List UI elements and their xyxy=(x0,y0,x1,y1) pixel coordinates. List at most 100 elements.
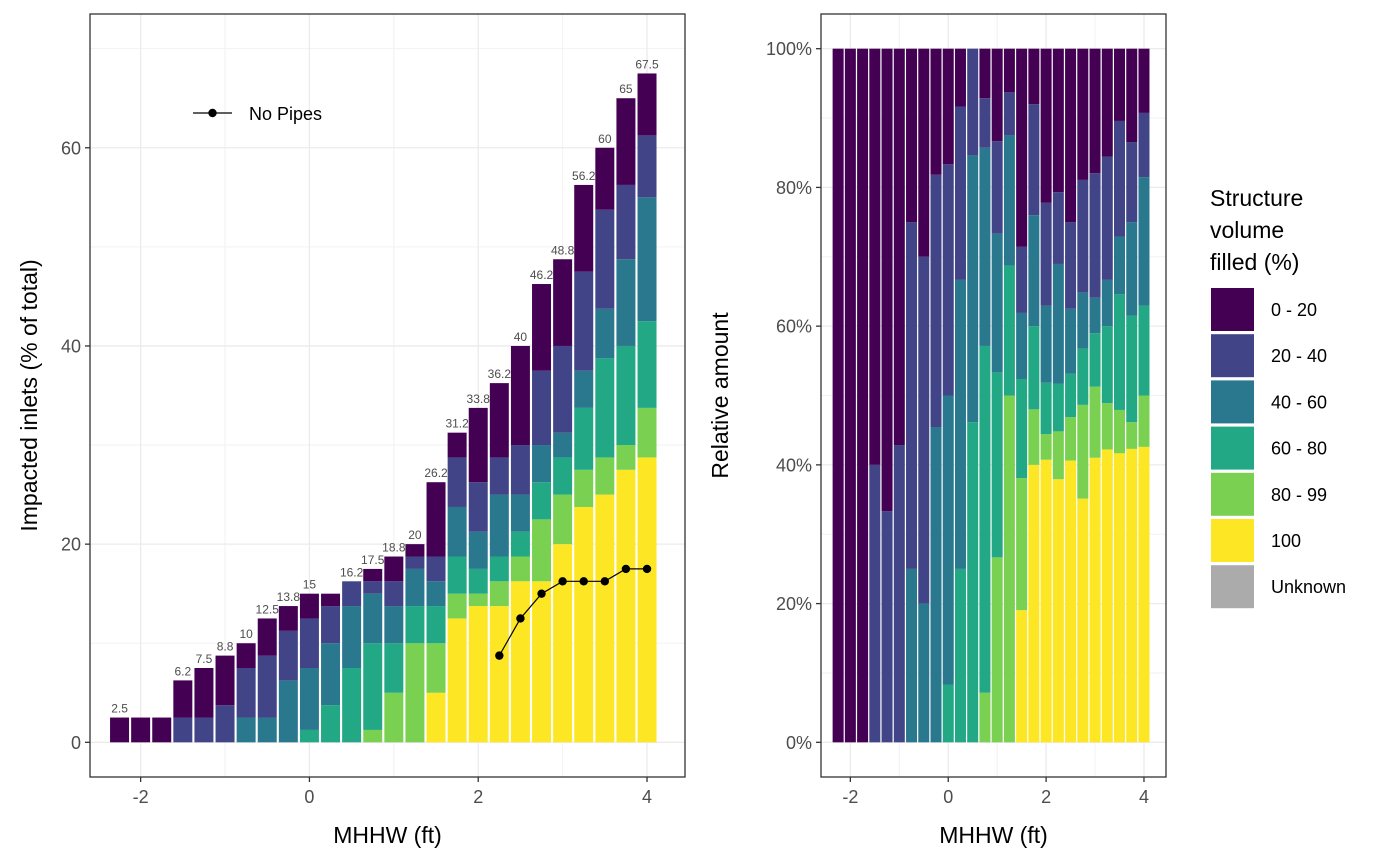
line-legend: No Pipes xyxy=(193,104,322,124)
bar-segment xyxy=(110,717,130,743)
bar-segment xyxy=(1114,409,1126,454)
bar-segment xyxy=(426,692,446,743)
bar-segment xyxy=(1016,378,1028,479)
bar-segment xyxy=(278,630,298,681)
bar-segment xyxy=(1016,312,1028,379)
bar-segment xyxy=(979,692,991,743)
bar-segment xyxy=(930,48,942,175)
bar-segment xyxy=(979,48,991,99)
bar-segment xyxy=(447,593,467,619)
bar-total-label: 18.8 xyxy=(382,541,406,555)
bar-segment xyxy=(881,511,893,743)
bar-segment xyxy=(893,48,905,446)
bar-segment xyxy=(342,606,362,668)
bar-segment xyxy=(1126,448,1138,743)
bar-segment xyxy=(1101,48,1113,157)
bar-total-label: 6.2 xyxy=(174,664,191,678)
bar-segment xyxy=(1089,333,1101,387)
x-tick-label: 0 xyxy=(943,787,953,807)
bar-total-label: 7.5 xyxy=(196,652,213,666)
bar-segment xyxy=(1138,177,1150,306)
bar-segment xyxy=(616,259,636,346)
bar-segment xyxy=(574,407,594,470)
bar-segment xyxy=(510,581,530,743)
panel-impacted-inlets: 2.56.27.58.81012.513.81516.217.518.82026… xyxy=(16,13,686,848)
bar-segment xyxy=(1077,498,1089,743)
bar-segment xyxy=(553,457,573,495)
panel-relative-amount: -2 0 2 40%20%40%60%80%100%MHHW (ft)Relative… xyxy=(707,13,1167,848)
bar-segment xyxy=(1114,48,1126,121)
bar-segment xyxy=(616,184,636,260)
bar-segment xyxy=(1065,48,1077,223)
line-legend-label: No Pipes xyxy=(249,104,322,124)
bar-segment xyxy=(405,556,425,569)
legend-title: volume xyxy=(1210,217,1284,243)
bar-segment xyxy=(1138,395,1150,447)
y-tick-label: 20 xyxy=(61,535,81,555)
legend-key-label: 40 - 60 xyxy=(1271,392,1327,412)
bar-segment xyxy=(1052,431,1064,480)
bar-segment xyxy=(489,581,509,607)
bar-segment xyxy=(979,147,991,346)
bar-segment xyxy=(510,445,530,495)
bar-segment xyxy=(1089,173,1101,298)
legend-key-label: 80 - 99 xyxy=(1271,485,1327,505)
y-tick-label: 0% xyxy=(786,733,812,753)
y-axis-title: Impacted inlets (% of total) xyxy=(16,259,42,531)
legend-key-swatch xyxy=(1211,519,1254,562)
bar-segment xyxy=(384,692,404,743)
bar-total-label: 2.5 xyxy=(111,702,128,716)
bar-segment xyxy=(278,680,298,743)
bar-segment xyxy=(942,684,954,743)
bar-segment xyxy=(321,593,341,607)
bar-segment xyxy=(321,606,341,644)
bar-segment xyxy=(1089,386,1101,458)
bar-segment xyxy=(321,705,341,743)
no-pipes-point xyxy=(579,577,588,586)
bar-segment xyxy=(553,432,573,458)
bar-segment xyxy=(637,73,657,136)
bar-segment xyxy=(1101,449,1113,743)
bar-segment xyxy=(384,556,404,582)
bar-segment xyxy=(152,717,172,743)
panel-border xyxy=(89,13,686,778)
bar-segment xyxy=(991,141,1003,234)
x-axis-title: MHHW (ft) xyxy=(939,822,1048,848)
y-tick-label: 60 xyxy=(61,138,81,158)
bar-segment xyxy=(532,284,552,371)
bar-segment xyxy=(468,568,488,594)
bar-total-label: 60 xyxy=(598,132,612,146)
y-axis-title: Relative amount xyxy=(707,312,733,479)
bar-segment xyxy=(954,568,966,743)
bar-segment xyxy=(405,568,425,607)
bar-segment xyxy=(595,147,615,210)
bar-segment xyxy=(1101,326,1113,404)
bar-segment xyxy=(918,256,930,604)
bar-segment xyxy=(918,603,930,743)
bar-segment xyxy=(1052,383,1064,432)
bar-segment xyxy=(637,457,657,743)
bar-segment xyxy=(363,581,383,594)
bar-segment xyxy=(857,48,869,743)
bar-segment xyxy=(1077,292,1089,349)
y-tick-label: 20% xyxy=(776,594,812,614)
bar-segment xyxy=(553,544,573,743)
bar-segment xyxy=(236,717,256,743)
panel-border xyxy=(820,13,1167,778)
no-pipes-point xyxy=(642,564,652,574)
bar-segment xyxy=(616,98,636,185)
bar-segment xyxy=(278,606,298,631)
bar-segment xyxy=(991,372,1003,558)
bar-segment xyxy=(173,717,193,743)
bar-segment xyxy=(1077,348,1089,405)
y-tick-label: 60% xyxy=(776,317,812,337)
bar-segment xyxy=(489,457,509,495)
bar-segment xyxy=(532,519,552,582)
y-tick-label: 40 xyxy=(61,336,81,356)
bar-segment xyxy=(468,606,488,743)
bar-segment xyxy=(844,48,856,743)
bar-segment xyxy=(1065,460,1077,743)
x-tick-label: 4 xyxy=(1139,787,1149,807)
bar-segment xyxy=(595,308,615,359)
